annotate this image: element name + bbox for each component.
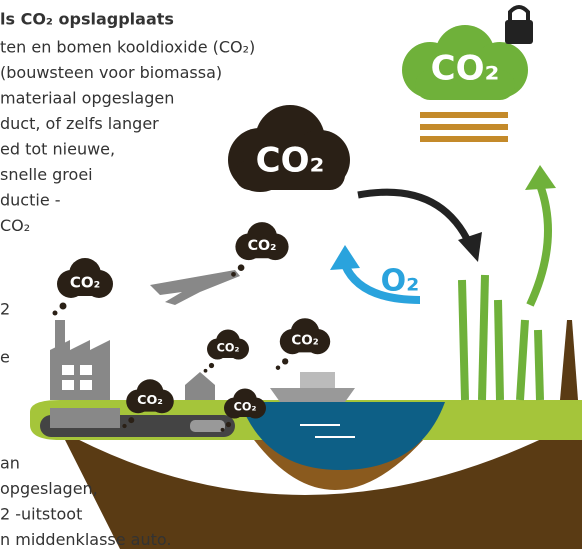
cloud-label: CO₂ [256, 141, 325, 181]
body-line: ed tot nieuwe, [0, 140, 115, 159]
cloud-dot [204, 369, 208, 373]
cloud-label: CO₂ [70, 274, 100, 292]
cloud-dot [209, 363, 214, 368]
cloud-label: CO₂ [431, 49, 500, 89]
cloud-label: CO₂ [217, 341, 240, 354]
window [62, 365, 74, 375]
title: ls CO₂ opslagplaats [0, 10, 174, 29]
body-line: CO₂ [0, 216, 30, 235]
cloud-dot [276, 365, 281, 370]
car [190, 420, 225, 432]
cloud-dot [238, 264, 245, 271]
body-fragment: 2 [0, 300, 10, 319]
window [80, 365, 92, 375]
body-line: (bouwsteen voor biomassa) [0, 63, 222, 82]
lock [505, 20, 533, 44]
arrowhead [330, 245, 360, 270]
body-line: n middenklasse auto. [0, 530, 171, 549]
body-line: opgeslagen, [0, 479, 98, 498]
arrow-storage [530, 185, 548, 305]
cloud-dot [60, 303, 67, 310]
body-line: 2 -uitstoot [0, 505, 82, 524]
cloud-dot [226, 422, 231, 427]
body-line: ten en bomen kooldioxide (CO₂) [0, 38, 255, 57]
cloud-label: CO₂ [234, 400, 257, 413]
window [62, 380, 74, 390]
cloud-dot [128, 417, 134, 423]
cloud-dot [53, 311, 58, 316]
body-line: snelle groei [0, 165, 93, 184]
infographic: CO₂ CO₂ O₂ CO₂ CO₂ CO₂ CO₂ CO₂ CO₂ ls CO₂ ops… [0, 0, 582, 549]
wood-stack [420, 112, 508, 142]
arrowhead [458, 232, 482, 262]
cloud-dot [221, 428, 225, 432]
house [185, 372, 215, 400]
cloud-label: CO₂ [248, 238, 277, 254]
oxygen-label: O₂ [381, 264, 420, 299]
cloud-dot [282, 358, 288, 364]
truck [50, 408, 120, 428]
body-line: materiaal opgeslagen [0, 89, 174, 108]
cloud-label: CO₂ [291, 333, 318, 349]
body-line: duct, of zelfs langer [0, 114, 159, 133]
cloud-dot [231, 272, 236, 277]
arrow-co2 [358, 192, 470, 245]
cloud-label: CO₂ [137, 393, 163, 408]
body-line: an [0, 454, 20, 473]
tree-trunk [560, 320, 578, 400]
arrowhead [525, 165, 556, 190]
ship [270, 388, 355, 402]
cloud-dot [122, 424, 126, 428]
window [80, 380, 92, 390]
body-fragment: e [0, 348, 10, 367]
lock-shackle [510, 7, 528, 20]
containers [300, 372, 335, 388]
bamboo [462, 275, 540, 400]
airplane [150, 270, 240, 305]
body-line: ductie - [0, 191, 61, 210]
